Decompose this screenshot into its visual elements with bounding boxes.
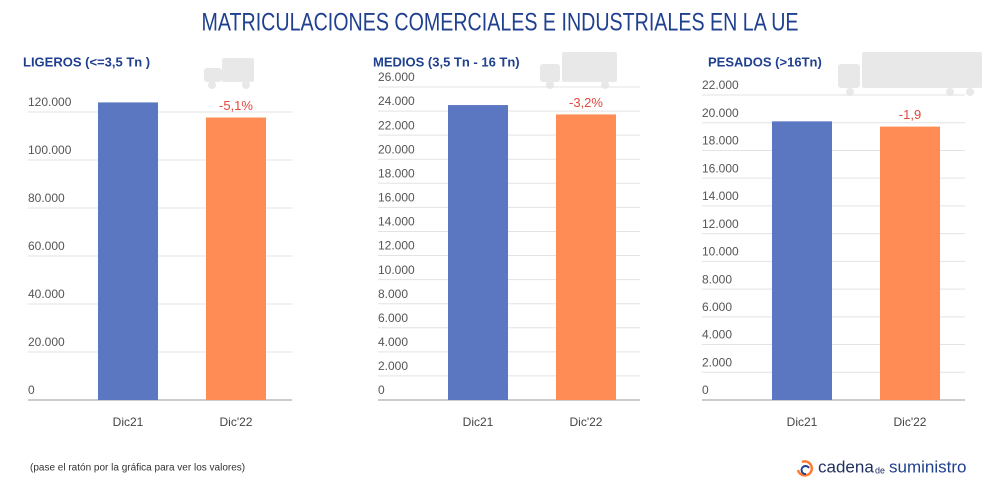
bar bbox=[98, 102, 158, 401]
y-tick-label: 14.000 bbox=[378, 215, 415, 229]
y-tick-label: 40.000 bbox=[28, 287, 65, 301]
y-tick-label: 12.000 bbox=[702, 217, 739, 231]
y-tick-label: 22.000 bbox=[702, 78, 739, 92]
y-tick-label: 20.000 bbox=[702, 106, 739, 120]
y-tick-label: 6.000 bbox=[702, 300, 732, 314]
y-tick-label: 12.000 bbox=[378, 239, 415, 253]
chart-title: LIGEROS (<=3,5 Tn ) bbox=[23, 54, 150, 69]
x-tick-label: Dic'22 bbox=[220, 415, 253, 429]
y-tick-label: 4.000 bbox=[702, 328, 732, 342]
y-tick-label: 24.000 bbox=[378, 94, 415, 108]
y-tick-label: 16.000 bbox=[378, 191, 415, 205]
bar bbox=[556, 114, 616, 400]
y-tick-label: 20.000 bbox=[28, 335, 65, 349]
y-tick-label: 18.000 bbox=[378, 166, 415, 180]
brand-word: de bbox=[875, 465, 885, 475]
brand-word: suministro bbox=[889, 457, 966, 476]
y-tick-label: 6.000 bbox=[378, 311, 408, 325]
y-tick-label: 14.000 bbox=[702, 189, 739, 203]
annotation: -1,9 bbox=[899, 107, 921, 122]
y-tick-label: 100.000 bbox=[28, 143, 72, 157]
truck-icons bbox=[204, 52, 982, 96]
logo-icon bbox=[796, 460, 813, 477]
y-tick-label: 20.000 bbox=[378, 142, 415, 156]
x-tick-label: Dic21 bbox=[113, 415, 144, 429]
x-tick-label: Dic21 bbox=[463, 415, 494, 429]
bar bbox=[206, 117, 266, 401]
y-tick-label: 0 bbox=[378, 383, 385, 397]
y-tick-label: 120.000 bbox=[28, 95, 72, 109]
bar bbox=[880, 126, 940, 400]
y-tick-label: 2.000 bbox=[702, 355, 732, 369]
y-tick-label: 18.000 bbox=[702, 134, 739, 148]
x-tick-label: Dic'22 bbox=[894, 415, 927, 429]
page-title: MATRICULACIONES COMERCIALES E INDUSTRIAL… bbox=[202, 9, 799, 37]
chart-title: PESADOS (>16Tn) bbox=[708, 54, 822, 69]
y-tick-label: 60.000 bbox=[28, 239, 65, 253]
y-tick-label: 26.000 bbox=[378, 70, 415, 84]
brand-logo: cadena de suministro bbox=[796, 457, 966, 477]
x-tick-label: Dic21 bbox=[787, 415, 818, 429]
y-tick-label: 8.000 bbox=[378, 287, 408, 301]
x-tick-label: Dic'22 bbox=[570, 415, 603, 429]
y-tick-label: 0 bbox=[702, 383, 709, 397]
brand-word: cadena bbox=[818, 457, 874, 476]
y-tick-label: 10.000 bbox=[378, 263, 415, 277]
y-tick-label: 0 bbox=[28, 383, 35, 397]
chart-title: MEDIOS (3,5 Tn - 16 Tn) bbox=[373, 54, 520, 69]
y-tick-label: 10.000 bbox=[702, 245, 739, 259]
annotation: -5,1% bbox=[219, 98, 253, 113]
footnote: (pase el ratón por la gráfica para ver l… bbox=[30, 463, 245, 474]
y-tick-label: 80.000 bbox=[28, 191, 65, 205]
logo-icon bbox=[800, 465, 810, 475]
annotation: -3,2% bbox=[569, 95, 603, 110]
y-tick-label: 22.000 bbox=[378, 118, 415, 132]
y-tick-label: 4.000 bbox=[378, 335, 408, 349]
bar bbox=[772, 121, 832, 400]
y-tick-label: 8.000 bbox=[702, 272, 732, 286]
y-tick-label: 2.000 bbox=[378, 359, 408, 373]
y-tick-label: 16.000 bbox=[702, 161, 739, 175]
bar bbox=[448, 105, 508, 401]
